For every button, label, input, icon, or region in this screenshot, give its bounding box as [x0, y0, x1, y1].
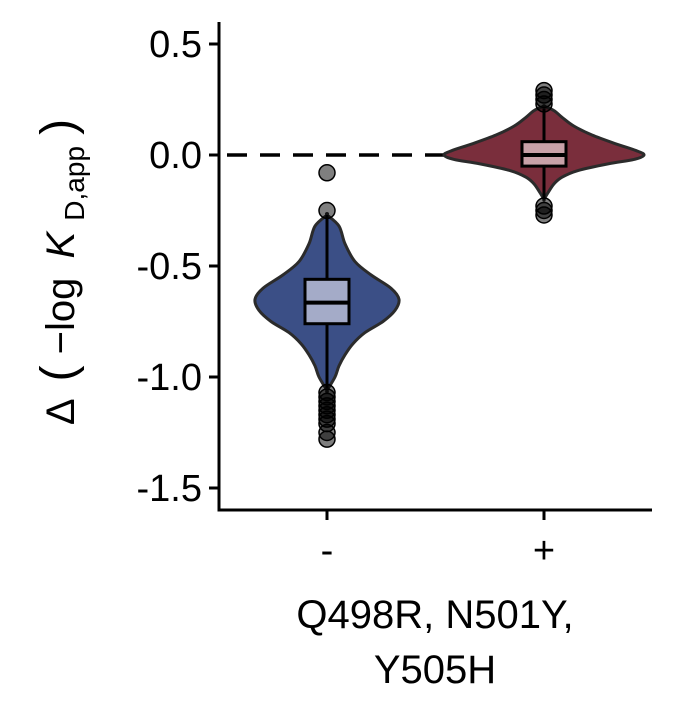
y-axis-title: Δ ( −log K D,app ): [32, 119, 93, 425]
outlier-point: [535, 95, 553, 113]
y-tick-label: -1.5: [137, 468, 202, 510]
y-axis-title-subscript: D,app: [59, 146, 90, 221]
y-tick-label: -1.0: [137, 357, 202, 399]
x-tick-label: +: [533, 530, 555, 572]
x-axis-title-line-2: Y505H: [374, 648, 496, 692]
y-tick-label: 0.0: [149, 135, 202, 177]
outlier-point: [318, 164, 336, 182]
x-axis-ticks: - +: [321, 510, 555, 572]
outlier-point: [318, 430, 336, 448]
svg-text:Δ ( −log K: Δ ( −log K D,app ): [32, 119, 93, 425]
violin-group: [253, 81, 646, 448]
y-tick-label: -0.5: [137, 246, 202, 288]
outlier-point: [318, 201, 336, 220]
x-axis-title-line-1: Q498R, N501Y,: [296, 593, 573, 637]
y-axis-title-delta: Δ: [39, 399, 83, 425]
y-axis-title-open-paren: (: [32, 365, 85, 381]
x-tick-label: -: [321, 530, 334, 572]
outlier-point: [535, 206, 553, 224]
y-axis-ticks: 0.5 0.0 -0.5 -1.0 -1.5: [137, 24, 219, 510]
y-tick-label: 0.5: [149, 24, 202, 66]
y-axis-title-close-paren: ): [32, 119, 85, 135]
y-axis-title-k: K: [39, 230, 83, 259]
y-axis-title-minus-log: −log: [39, 278, 83, 355]
